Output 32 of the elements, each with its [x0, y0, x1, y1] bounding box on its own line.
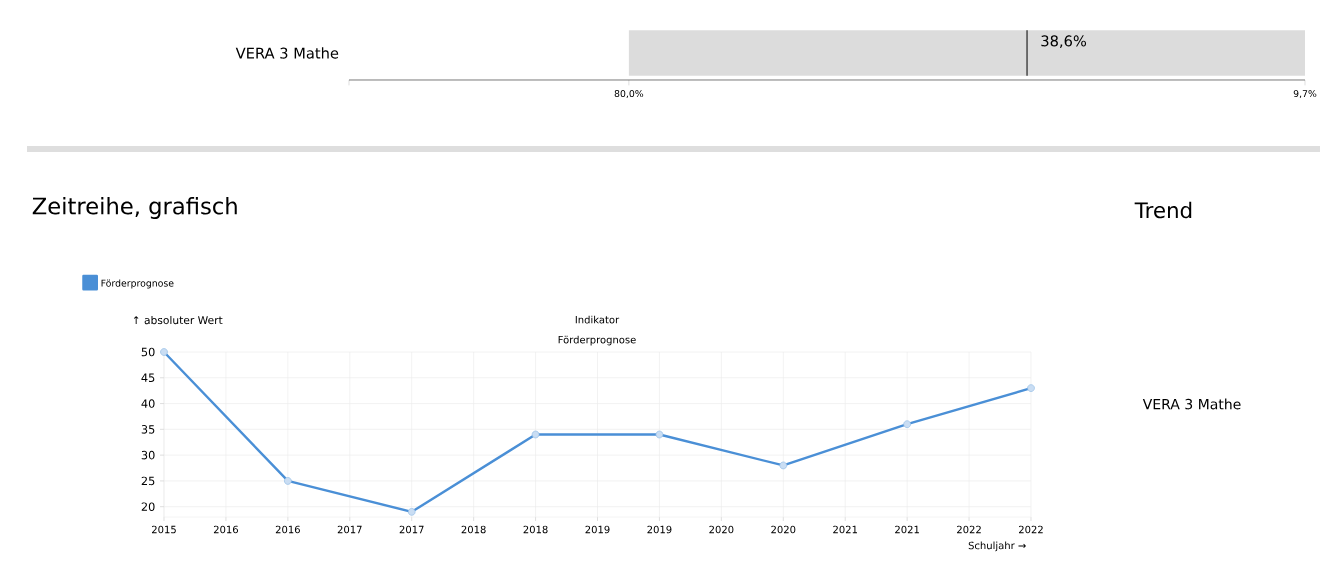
x-tick-label: 2020 [771, 525, 796, 534]
x-tick-label: 80,0% [614, 90, 644, 99]
x-tick-label: 2016 [213, 525, 239, 534]
x-tick-label: 2021 [895, 525, 919, 534]
legend-label: Förderprognose [101, 279, 174, 289]
x-tick-label: 2022 [957, 525, 981, 534]
x-tick-label: 2018 [461, 525, 486, 534]
x-tick-label: 2020 [709, 525, 734, 534]
x-axis-title: Schuljahr → [968, 541, 1026, 552]
y-tick-label: 50 [141, 347, 155, 357]
x-tick-label: 2021 [833, 525, 858, 534]
x-tick-label: 2017 [399, 525, 424, 534]
x-tick-label: 2022 [1019, 525, 1043, 534]
y-tick-label: 35 [141, 425, 155, 434]
y-axis-title: ↑ absoluter Wert [133, 315, 223, 325]
y-tick-label: 45 [141, 373, 155, 382]
x-tick-label: 2019 [585, 525, 610, 534]
chart-title: Zeitreihe, grafisch [32, 197, 237, 219]
ref-line-label: 38,6% [1041, 35, 1087, 48]
x-tick-label: 2017 [337, 525, 362, 534]
x-tick-label: 2016 [275, 525, 300, 534]
x-tick-label: 2019 [647, 525, 672, 534]
y-tick-label: 40 [141, 399, 155, 408]
text: Trend [1134, 201, 1192, 219]
y-tick-label: 20 [141, 502, 155, 511]
y-tick-label: 30 [141, 450, 155, 460]
y-tick-label: 25 [141, 476, 155, 486]
text: Indikator Förderprognose [558, 315, 636, 346]
text: VERA 3 Mathe [1142, 398, 1241, 410]
x-tick-label: 2018 [523, 525, 548, 534]
x-tick-label: 2015 [152, 525, 176, 534]
x-tick-label: 9,7% [1293, 90, 1317, 99]
